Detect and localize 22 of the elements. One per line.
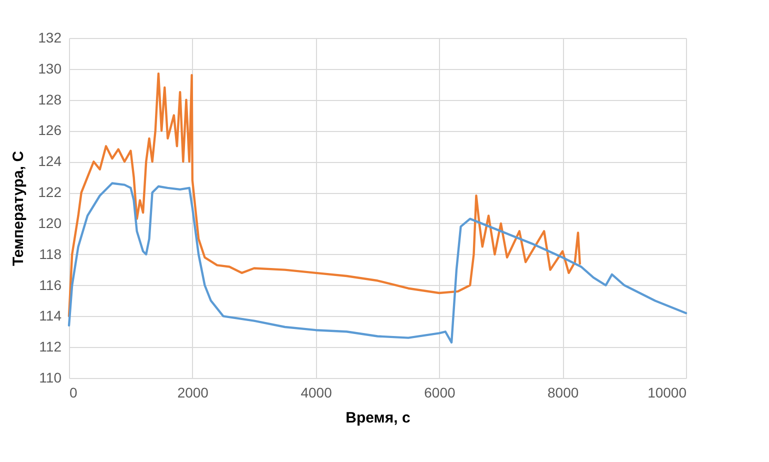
y-tick-label: 128: [38, 91, 62, 108]
y-tick-label: 122: [38, 184, 62, 200]
x-axis-title: Время, с: [346, 410, 410, 426]
y-tick-label: 110: [39, 370, 62, 386]
x-tick-label: 8000: [548, 384, 579, 400]
y-tick-label: 116: [39, 276, 62, 293]
y-tick-label: 130: [38, 60, 62, 76]
y-tick-label: 114: [39, 308, 62, 324]
y-axis-title: Температура, С: [10, 150, 28, 266]
x-tick-label: 0: [70, 384, 78, 400]
x-tick-label: 4000: [300, 384, 332, 400]
y-tick-label: 118: [39, 246, 62, 262]
line-series: [68, 72, 581, 318]
x-tick-label: 6000: [424, 384, 456, 400]
y-tick-label: 126: [38, 122, 62, 138]
y-tick-label: 124: [38, 153, 62, 170]
x-tick-label: 2000: [177, 384, 209, 400]
x-tick-label: 10000: [648, 384, 687, 400]
y-tick-label: 132: [38, 30, 62, 46]
y-tick-label: 112: [39, 338, 62, 355]
y-tick-label: 120: [38, 214, 62, 231]
line-series: [68, 182, 688, 344]
